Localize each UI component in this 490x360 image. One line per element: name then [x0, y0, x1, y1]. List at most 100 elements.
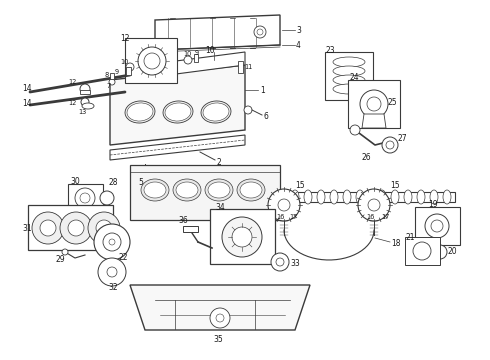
Bar — [415, 207, 460, 245]
Circle shape — [350, 125, 360, 135]
Ellipse shape — [173, 179, 201, 201]
Text: 4: 4 — [296, 41, 301, 50]
Text: 6: 6 — [263, 112, 268, 121]
Circle shape — [425, 214, 449, 238]
Ellipse shape — [356, 190, 364, 204]
Polygon shape — [130, 165, 280, 220]
Text: 9: 9 — [195, 50, 199, 56]
Polygon shape — [130, 52, 245, 80]
Circle shape — [75, 188, 95, 208]
Circle shape — [88, 212, 120, 244]
Circle shape — [107, 267, 117, 277]
Ellipse shape — [343, 190, 351, 204]
Circle shape — [276, 258, 284, 266]
Text: 9: 9 — [115, 69, 119, 75]
Circle shape — [222, 217, 262, 257]
Ellipse shape — [304, 190, 312, 204]
Circle shape — [386, 141, 394, 149]
Ellipse shape — [141, 179, 169, 201]
Text: 17: 17 — [381, 214, 390, 220]
Text: 13: 13 — [78, 109, 86, 115]
Text: 11: 11 — [244, 64, 252, 70]
Bar — [68, 184, 103, 212]
Circle shape — [278, 199, 290, 211]
Text: 25: 25 — [388, 98, 397, 107]
Circle shape — [144, 53, 160, 69]
Text: 2: 2 — [216, 158, 221, 166]
Text: 26: 26 — [362, 153, 371, 162]
Bar — [80, 90, 90, 94]
Text: 22: 22 — [118, 252, 127, 261]
Circle shape — [138, 47, 166, 75]
Ellipse shape — [125, 101, 155, 123]
Circle shape — [32, 212, 64, 244]
Text: 14: 14 — [22, 99, 32, 108]
Ellipse shape — [127, 103, 153, 121]
Text: 17: 17 — [289, 214, 297, 220]
Circle shape — [40, 220, 56, 236]
Ellipse shape — [291, 190, 299, 204]
Text: 15: 15 — [390, 180, 400, 189]
Circle shape — [360, 90, 388, 118]
Ellipse shape — [317, 190, 325, 204]
Circle shape — [94, 224, 130, 260]
Circle shape — [413, 242, 431, 260]
Ellipse shape — [330, 190, 338, 204]
Polygon shape — [110, 65, 245, 145]
Circle shape — [244, 106, 252, 114]
Circle shape — [358, 189, 390, 221]
Circle shape — [254, 26, 266, 38]
Circle shape — [382, 137, 398, 153]
Text: 29: 29 — [55, 256, 65, 265]
Circle shape — [216, 314, 224, 322]
Text: 15: 15 — [295, 180, 305, 189]
Polygon shape — [362, 114, 386, 128]
Text: 14: 14 — [22, 84, 32, 93]
Text: 19: 19 — [428, 199, 438, 208]
Circle shape — [60, 212, 92, 244]
Circle shape — [271, 253, 289, 271]
Ellipse shape — [237, 179, 265, 201]
Ellipse shape — [391, 190, 399, 204]
Circle shape — [62, 249, 68, 255]
Bar — [348, 80, 400, 128]
Bar — [210, 209, 275, 264]
Ellipse shape — [333, 57, 365, 67]
Text: 24: 24 — [350, 72, 360, 81]
Circle shape — [109, 79, 115, 85]
Ellipse shape — [208, 182, 230, 198]
Polygon shape — [110, 135, 245, 160]
Text: 8: 8 — [104, 72, 108, 78]
Bar — [183, 226, 198, 232]
Bar — [238, 61, 243, 73]
Circle shape — [268, 189, 300, 221]
Circle shape — [433, 245, 447, 259]
Circle shape — [98, 258, 126, 286]
Text: 5: 5 — [138, 177, 143, 186]
Ellipse shape — [333, 75, 365, 85]
Ellipse shape — [165, 103, 191, 121]
Text: 30: 30 — [70, 176, 80, 185]
Circle shape — [100, 191, 114, 205]
Bar — [110, 73, 114, 79]
Bar — [194, 54, 198, 62]
Circle shape — [80, 193, 90, 203]
Text: 10: 10 — [205, 45, 215, 54]
Text: 32: 32 — [108, 283, 118, 292]
Bar — [126, 67, 131, 75]
Circle shape — [103, 233, 121, 251]
Text: 10: 10 — [120, 59, 128, 65]
Ellipse shape — [163, 101, 193, 123]
Text: 10: 10 — [183, 51, 192, 57]
Text: 12: 12 — [120, 33, 129, 42]
Text: 34: 34 — [215, 202, 225, 212]
Circle shape — [184, 56, 192, 64]
Circle shape — [232, 227, 252, 247]
Text: 35: 35 — [213, 336, 223, 345]
Text: 16: 16 — [366, 214, 374, 220]
Text: 23: 23 — [326, 45, 336, 54]
Bar — [405, 237, 440, 265]
Text: 3: 3 — [296, 26, 301, 35]
Circle shape — [68, 220, 84, 236]
Ellipse shape — [205, 179, 233, 201]
